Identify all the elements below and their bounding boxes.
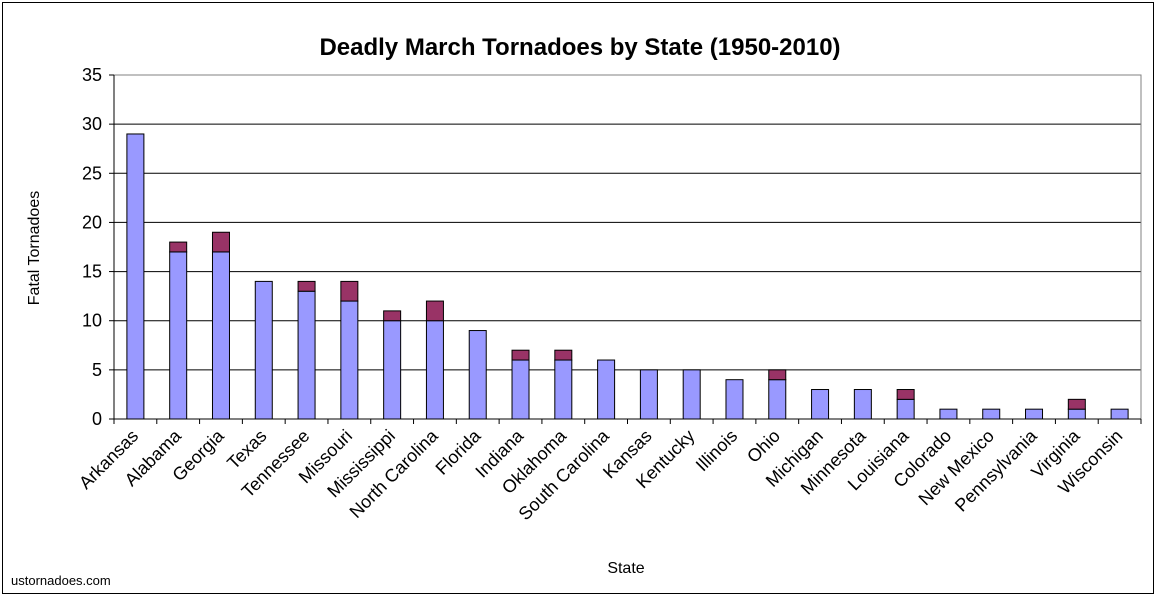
- bar-north-carolina-series-2: [425, 300, 444, 322]
- bar-florida-series-1: [468, 330, 487, 420]
- y-tick-label: 15: [82, 262, 102, 282]
- y-tick-label: 0: [92, 409, 102, 429]
- source-credit: ustornadoes.com: [11, 573, 111, 588]
- y-tick-label: 35: [82, 65, 102, 85]
- y-tick-label: 30: [82, 114, 102, 134]
- bar-wisconsin-series-1: [1110, 408, 1129, 420]
- y-tick-label: 25: [82, 163, 102, 183]
- bar-oklahoma-series-1: [554, 359, 573, 420]
- bar-illinois-series-1: [725, 379, 744, 420]
- chart: Deadly March Tornadoes by State (1950-20…: [11, 34, 1142, 588]
- chart-title: Deadly March Tornadoes by State (1950-20…: [319, 34, 840, 61]
- y-tick-label: 10: [82, 311, 102, 331]
- bar-tennessee-series-2: [297, 280, 316, 292]
- bar-texas-series-1: [254, 280, 273, 420]
- bar-virginia-series-2: [1067, 398, 1086, 410]
- bar-louisiana-series-2: [896, 389, 915, 400]
- bar-indiana-series-1: [511, 359, 530, 420]
- bar-kansas-series-1: [639, 369, 658, 420]
- x-axis-label: State: [607, 560, 644, 577]
- bar-georgia-series-1: [211, 251, 230, 420]
- bar-new-mexico-series-1: [982, 408, 1001, 420]
- bar-kentucky-series-1: [682, 369, 701, 420]
- bar-mississippi-series-2: [383, 310, 402, 322]
- y-tick-label: 20: [82, 212, 102, 232]
- bar-michigan-series-1: [811, 389, 830, 420]
- bar-pennsylvania-series-1: [1025, 408, 1044, 420]
- bar-alabama-series-2: [169, 241, 188, 253]
- bar-indiana-series-2: [511, 349, 530, 361]
- bar-tennessee-series-1: [297, 290, 316, 420]
- bar-oklahoma-series-2: [554, 349, 573, 361]
- y-tick-label: 5: [92, 360, 102, 380]
- bar-arkansas-series-1: [126, 133, 145, 420]
- x-axis-ticks: ArkansasAlabamaGeorgiaTexasTennesseeMiss…: [75, 419, 1142, 524]
- bar-south-carolina-series-1: [597, 359, 616, 420]
- bar-missouri-series-2: [340, 280, 359, 302]
- bar-minnesota-series-1: [853, 389, 872, 420]
- bar-georgia-series-2: [211, 231, 230, 253]
- y-axis-ticks: 0 5 10 15 20 25 30 35: [82, 65, 114, 429]
- bar-mississippi-series-1: [383, 320, 402, 420]
- bar-ohio-series-1: [768, 379, 787, 420]
- x-tick-label: Illinois: [692, 426, 742, 476]
- bar-ohio-series-2: [768, 369, 787, 381]
- bar-missouri-series-1: [340, 300, 359, 420]
- bar-virginia-series-1: [1067, 408, 1086, 420]
- y-axis-label: Fatal Tornadoes: [26, 191, 43, 305]
- bar-alabama-series-1: [169, 251, 188, 420]
- bar-north-carolina-series-1: [425, 320, 444, 420]
- bar-colorado-series-1: [939, 408, 958, 420]
- bars-group: [126, 133, 1129, 420]
- bar-louisiana-series-1: [896, 398, 915, 420]
